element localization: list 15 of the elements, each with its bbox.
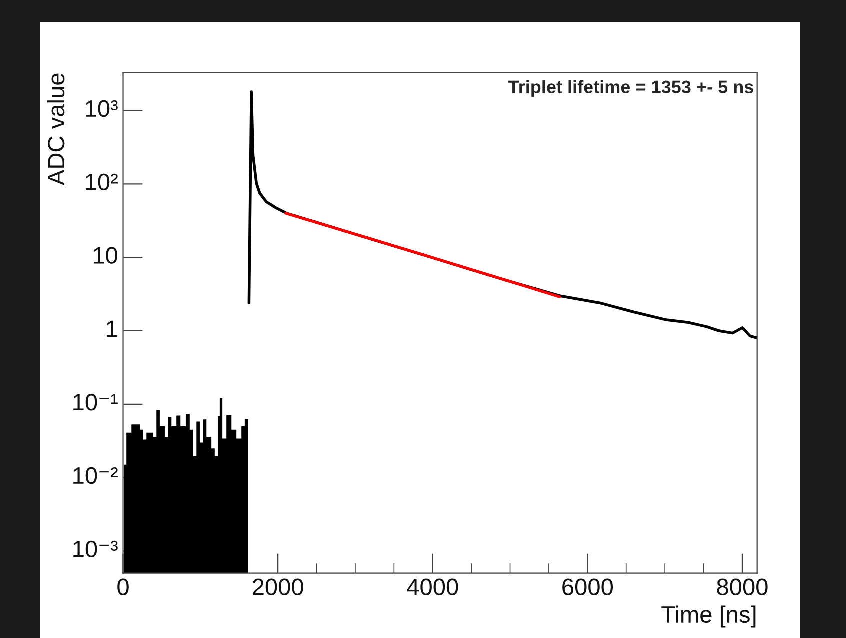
x-tick-label: 4000 bbox=[407, 578, 458, 596]
y-tick-label: 10² bbox=[86, 174, 118, 191]
y-tick-label: 10⁻¹ bbox=[74, 394, 118, 411]
y-tick-label: 10³ bbox=[86, 100, 118, 118]
x-tick-label: 8000 bbox=[717, 578, 768, 596]
x-tick-label: 6000 bbox=[562, 578, 614, 596]
y-axis-title: ADC value bbox=[47, 74, 65, 186]
y-tick-label: 10⁻³ bbox=[74, 540, 118, 558]
x-tick-label: 2000 bbox=[252, 578, 304, 596]
x-tick-label: 0 bbox=[118, 578, 129, 596]
y-tick-label: 10⁻² bbox=[74, 467, 118, 484]
x-axis-title: Time [ns] bbox=[662, 606, 756, 628]
y-tick-label: 1 bbox=[107, 320, 118, 338]
annotation: Triplet lifetime = 1353 +- 5 ns bbox=[508, 80, 754, 98]
y-tick-label: 10 bbox=[94, 247, 118, 264]
